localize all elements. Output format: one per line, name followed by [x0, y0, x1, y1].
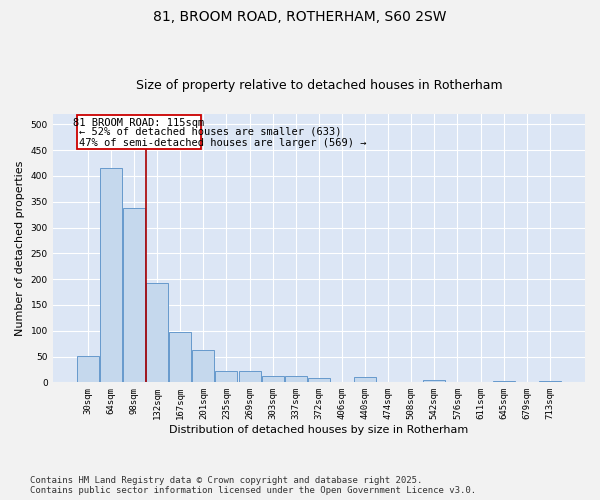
Text: 81, BROOM ROAD, ROTHERHAM, S60 2SW: 81, BROOM ROAD, ROTHERHAM, S60 2SW: [153, 10, 447, 24]
Bar: [169, 332, 191, 382]
Bar: [285, 376, 307, 382]
Bar: [77, 356, 99, 382]
Bar: [215, 371, 238, 382]
Bar: [262, 376, 284, 382]
Bar: [146, 282, 168, 382]
Text: 81 BROOM ROAD: 115sqm: 81 BROOM ROAD: 115sqm: [73, 118, 205, 128]
Bar: [308, 378, 330, 382]
Bar: [424, 380, 445, 382]
Text: ← 52% of detached houses are smaller (633): ← 52% of detached houses are smaller (63…: [79, 127, 341, 137]
Bar: [100, 168, 122, 382]
Title: Size of property relative to detached houses in Rotherham: Size of property relative to detached ho…: [136, 79, 502, 92]
Bar: [354, 377, 376, 382]
Text: Contains HM Land Registry data © Crown copyright and database right 2025.
Contai: Contains HM Land Registry data © Crown c…: [30, 476, 476, 495]
Bar: [193, 350, 214, 382]
Y-axis label: Number of detached properties: Number of detached properties: [15, 160, 25, 336]
Text: 47% of semi-detached houses are larger (569) →: 47% of semi-detached houses are larger (…: [79, 138, 367, 148]
X-axis label: Distribution of detached houses by size in Rotherham: Distribution of detached houses by size …: [169, 425, 469, 435]
Bar: [239, 371, 260, 382]
FancyBboxPatch shape: [77, 115, 201, 149]
Bar: [123, 208, 145, 382]
